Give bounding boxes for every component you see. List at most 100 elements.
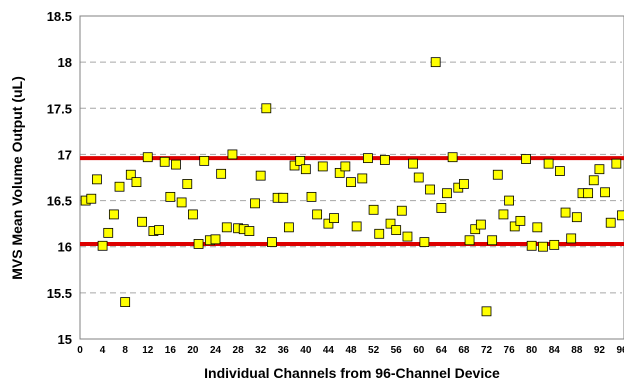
data-point — [549, 239, 560, 250]
data-point — [402, 231, 413, 242]
data-point — [521, 154, 531, 164]
data-point — [210, 234, 221, 245]
y-tick-label: 18.5 — [47, 9, 72, 24]
data-point — [430, 57, 441, 68]
data-point — [419, 237, 430, 248]
data-point — [605, 217, 616, 228]
data-point — [594, 164, 605, 175]
data-point — [532, 222, 543, 233]
y-tick-labels: 15 15.5 16 16.5 17 17.5 18 18.5 — [47, 9, 72, 347]
data-point — [176, 197, 187, 208]
data-point — [571, 212, 582, 223]
data-point — [498, 209, 509, 220]
data-point — [408, 158, 419, 169]
data-point — [227, 149, 238, 160]
data-point — [154, 225, 164, 236]
data-point — [120, 297, 131, 307]
y-axis-title: MVS Mean Volume Output (uL) — [9, 76, 25, 280]
data-point — [436, 203, 447, 213]
data-point — [131, 177, 142, 188]
data-point — [97, 240, 108, 251]
x-tick-label: 60 — [413, 345, 425, 356]
data-point — [611, 158, 622, 169]
x-tick-label: 48 — [345, 345, 357, 356]
data-point — [396, 205, 407, 216]
x-axis-title: Individual Channels from 96-Channel Devi… — [204, 365, 500, 381]
data-point — [413, 172, 424, 183]
data-point — [554, 166, 565, 176]
data-point — [103, 227, 114, 238]
data-point — [267, 237, 277, 248]
data-point — [199, 155, 210, 166]
data-point — [583, 188, 594, 199]
x-tick-label: 40 — [300, 345, 312, 356]
data-points — [80, 57, 624, 317]
data-point — [492, 169, 503, 180]
data-point — [425, 184, 435, 195]
data-point — [543, 158, 554, 169]
y-tick-label: 17.5 — [47, 101, 72, 116]
data-point — [515, 215, 526, 226]
y-tick-label: 17 — [58, 147, 72, 162]
data-point — [600, 187, 610, 198]
data-point — [188, 209, 198, 220]
data-point — [244, 226, 255, 236]
x-tick-label: 0 — [77, 345, 83, 356]
data-point — [363, 153, 373, 164]
data-point — [374, 228, 385, 239]
data-point — [216, 168, 227, 179]
data-point — [86, 193, 97, 204]
x-tick-label: 88 — [571, 345, 583, 356]
x-tick-label: 76 — [504, 345, 516, 356]
x-tick-label: 96 — [616, 345, 624, 356]
x-tick-label: 84 — [549, 345, 561, 356]
data-point — [278, 192, 289, 203]
data-point — [317, 161, 328, 172]
data-point — [108, 209, 119, 220]
data-point — [368, 204, 379, 215]
x-tick-labels: 0 4 8 12 16 20 24 28 32 36 40 44 48 52 56 60 64 68 72 76 80 8… — [77, 345, 624, 356]
data-point — [193, 239, 204, 249]
data-point — [312, 209, 323, 220]
x-tick-label: 44 — [323, 345, 335, 356]
data-point — [261, 103, 272, 114]
x-tick-label: 20 — [187, 345, 199, 356]
data-point — [447, 152, 458, 163]
y-tick-label: 15.5 — [47, 286, 72, 301]
data-point — [329, 213, 339, 224]
data-point — [526, 240, 537, 251]
data-point — [334, 167, 345, 178]
data-point — [300, 164, 311, 175]
x-tick-label: 56 — [391, 345, 403, 356]
data-point — [295, 155, 306, 166]
data-point — [351, 221, 362, 232]
data-point — [306, 191, 317, 202]
data-point — [165, 191, 176, 202]
x-tick-label: 16 — [165, 345, 177, 356]
x-tick-label: 72 — [481, 345, 493, 356]
data-point — [137, 216, 148, 227]
data-point — [340, 161, 351, 172]
x-tick-label: 80 — [526, 345, 538, 356]
y-tick-label: 16.5 — [47, 194, 72, 209]
plot-area-frame — [79, 15, 624, 340]
x-tick-label: 8 — [122, 345, 128, 356]
data-point — [617, 210, 624, 221]
data-point — [538, 241, 548, 252]
data-point — [182, 179, 193, 189]
data-point — [464, 235, 475, 246]
x-tick-label: 28 — [233, 345, 245, 356]
data-point — [255, 170, 266, 181]
x-tick-label: 12 — [142, 345, 154, 356]
x-tick-label: 24 — [210, 345, 222, 356]
data-point — [487, 235, 498, 246]
data-point — [588, 175, 599, 186]
data-point — [323, 218, 334, 229]
x-tick-label: 36 — [278, 345, 290, 356]
data-point — [250, 198, 260, 209]
x-tick-label: 32 — [255, 345, 267, 356]
x-tick-label: 4 — [100, 345, 106, 356]
data-point — [92, 174, 102, 185]
data-point — [171, 159, 181, 170]
x-tick-label: 92 — [594, 345, 606, 356]
